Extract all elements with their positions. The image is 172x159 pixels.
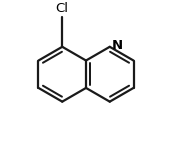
Text: Cl: Cl bbox=[56, 2, 69, 15]
Text: N: N bbox=[111, 39, 123, 52]
